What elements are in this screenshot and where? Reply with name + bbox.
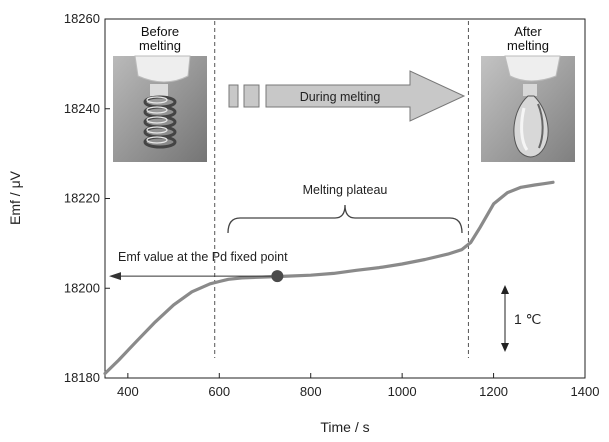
- after-label-line2: melting: [507, 38, 549, 53]
- x-tick-label: 1000: [388, 384, 417, 399]
- x-tick-label: 800: [300, 384, 322, 399]
- coil-highlight: [146, 116, 168, 124]
- y-tick-label: 18260: [64, 11, 100, 26]
- after-label-line1: After: [514, 24, 542, 39]
- y-axis-label: Emf / μV: [7, 170, 23, 225]
- during-melting-label: During melting: [300, 90, 381, 104]
- pd-arrow-head: [109, 272, 121, 281]
- emf-series-line: [103, 180, 555, 376]
- pd-fixed-point-annotation: Emf value at the Pd fixed point: [109, 250, 288, 281]
- after-melting-photo: [481, 55, 575, 162]
- arrow-block-small-1: [228, 84, 239, 108]
- coil-highlight: [146, 96, 168, 104]
- x-tick-label: 400: [117, 384, 139, 399]
- x-tick-label: 1200: [479, 384, 508, 399]
- before-label-line1: Before: [141, 24, 179, 39]
- temperature-scale-indicator: 1 ℃: [501, 285, 541, 352]
- y-axis-ticks: 18180 18200 18220 18240 18260: [64, 11, 110, 385]
- melting-plateau-label: Melting plateau: [303, 183, 388, 197]
- temperature-scale-label: 1 ℃: [514, 311, 541, 327]
- coil-highlight: [146, 136, 168, 144]
- x-axis-label: Time / s: [320, 419, 369, 435]
- arrow-body: [265, 70, 466, 122]
- y-tick-label: 18240: [64, 101, 100, 116]
- plateau-brace: Melting plateau: [227, 183, 463, 234]
- before-label-line2: melting: [139, 38, 181, 53]
- arrow-block-small-2: [243, 84, 260, 108]
- x-tick-label: 1400: [571, 384, 600, 399]
- fixed-point-marker: [271, 270, 284, 283]
- coil-wire-graphic: [143, 95, 177, 149]
- phase-boundary-lines: [214, 21, 469, 358]
- y-tick-label: 18200: [64, 280, 100, 295]
- y-tick-label: 18180: [64, 370, 100, 385]
- before-melting-photo: [113, 55, 207, 162]
- coil-highlight: [146, 126, 168, 134]
- x-axis-ticks: 400 600 800 1000 1200 1400: [117, 373, 599, 399]
- y-tick-label: 18220: [64, 191, 100, 206]
- during-melting-arrow: During melting: [228, 70, 466, 122]
- x-tick-label: 600: [208, 384, 230, 399]
- coil-highlight: [146, 106, 168, 114]
- pd-fixed-point-label: Emf value at the Pd fixed point: [118, 250, 288, 264]
